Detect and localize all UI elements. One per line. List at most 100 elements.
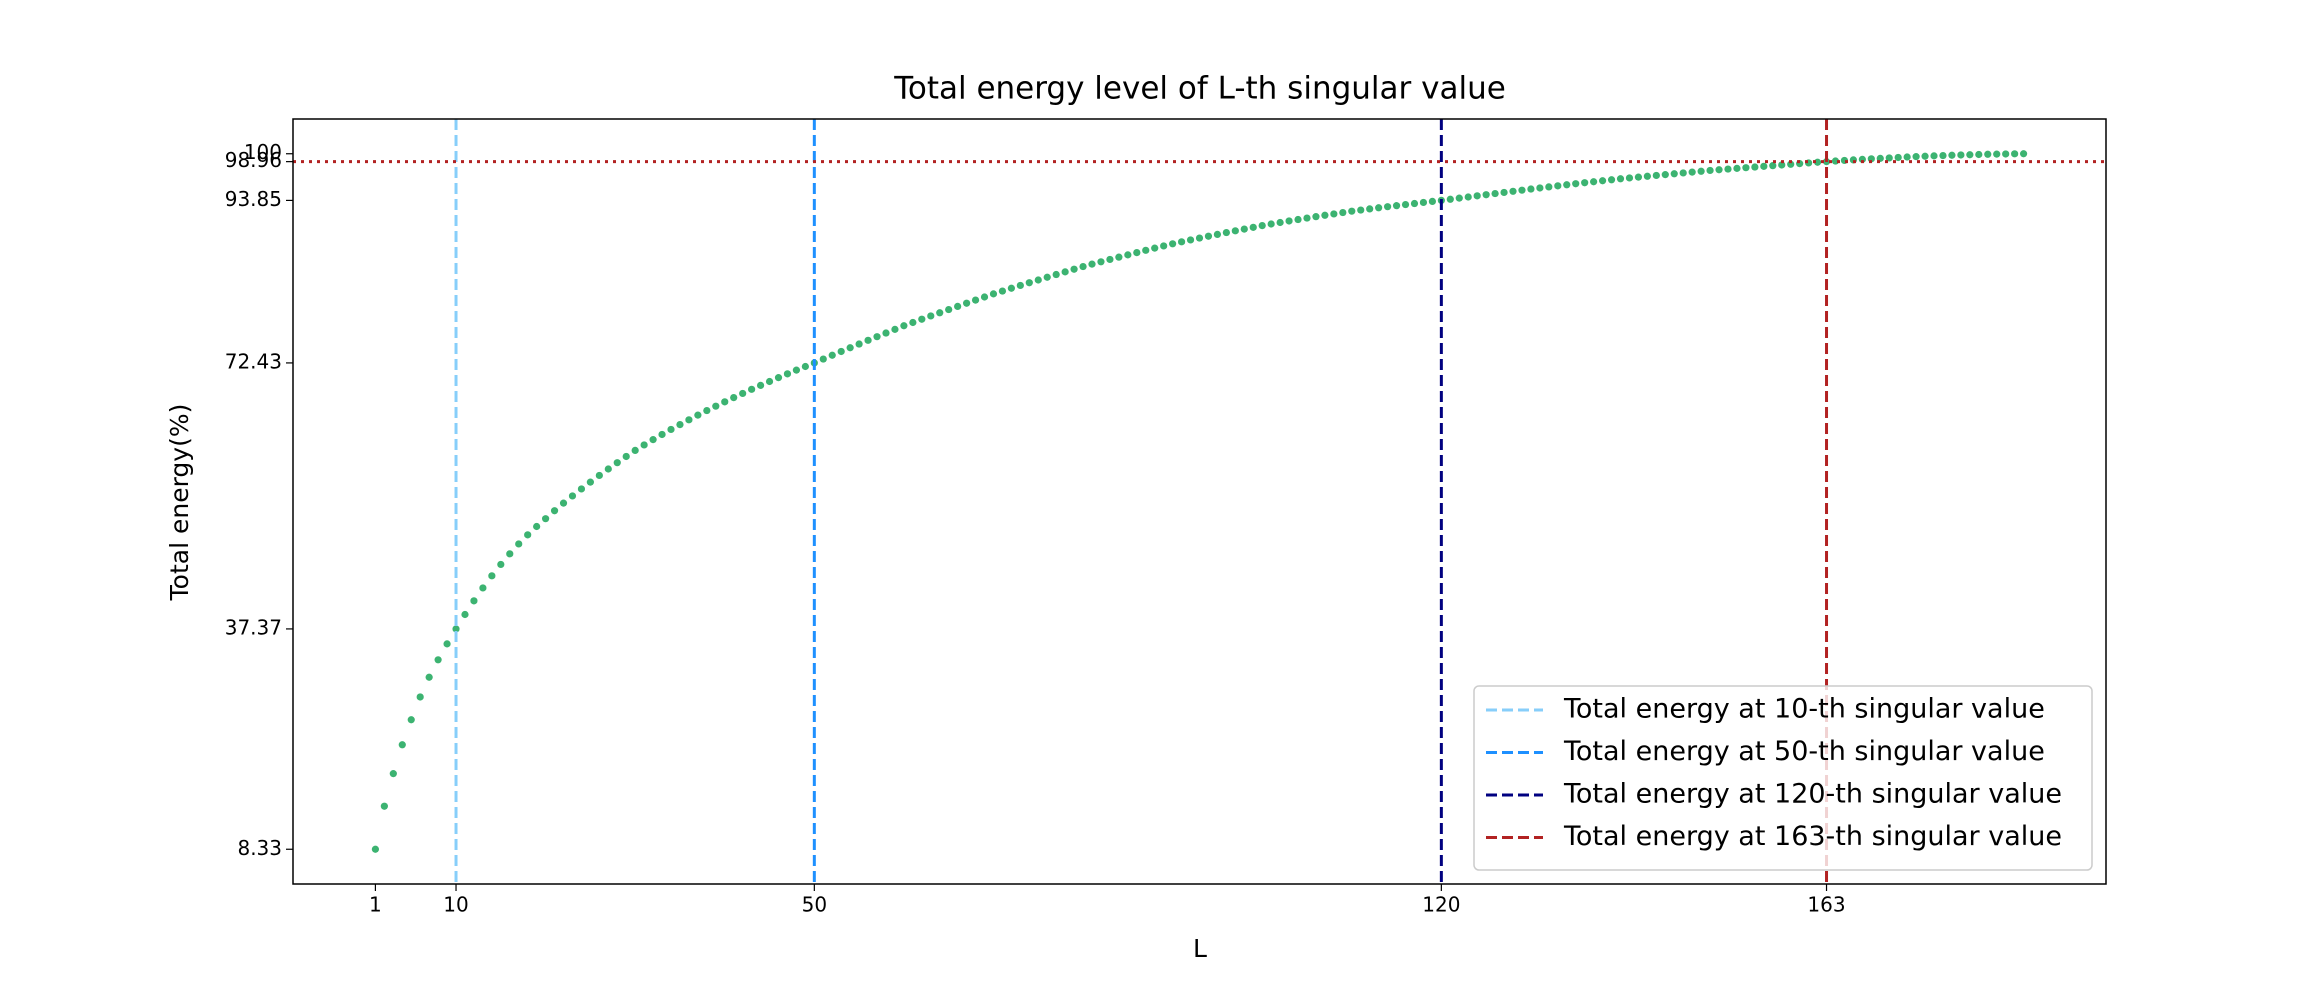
data-point — [622, 452, 630, 461]
data-point — [488, 572, 496, 580]
data-point — [864, 336, 872, 344]
legend-label: Total energy at 120-th singular value — [1563, 779, 2062, 810]
legend-box — [1473, 685, 2093, 871]
data-point — [1410, 199, 1419, 208]
data-point — [1303, 214, 1311, 222]
data-point — [371, 845, 380, 853]
data-point — [1652, 171, 1660, 180]
data-point — [828, 351, 836, 359]
data-point — [1733, 164, 1741, 172]
data-point — [2002, 150, 2010, 158]
data-point — [1222, 228, 1230, 237]
data-point — [1186, 236, 1195, 244]
chart-title: Total energy level of L-th singular valu… — [893, 71, 1506, 107]
data-point — [748, 385, 756, 393]
data-point — [407, 716, 415, 724]
data-point — [434, 656, 442, 664]
data-point — [1473, 192, 1481, 200]
data-point — [989, 290, 998, 298]
data-point — [909, 318, 917, 327]
data-point — [2019, 150, 2028, 158]
data-point — [676, 421, 684, 429]
data-point — [927, 312, 935, 320]
data-point — [721, 398, 729, 406]
legend-label: Total energy at 10-th singular value — [1563, 694, 2045, 725]
data-point — [1240, 225, 1248, 233]
data-point — [918, 315, 926, 323]
data-point — [1366, 205, 1374, 213]
data-point — [855, 340, 863, 348]
data-point — [1930, 152, 1938, 160]
data-point — [1885, 154, 1893, 162]
y-tick-label: 72.43 — [225, 349, 282, 373]
plot-frame — [292, 118, 2107, 885]
data-point — [1921, 152, 1929, 160]
data-point — [1527, 185, 1535, 193]
data-point — [1106, 255, 1114, 264]
data-point — [1491, 189, 1499, 198]
data-point — [873, 333, 881, 341]
data-point — [1097, 258, 1105, 266]
data-point — [1760, 162, 1768, 170]
data-point — [1993, 150, 2001, 158]
data-point — [1034, 276, 1042, 284]
data-point — [1330, 210, 1338, 218]
data-point — [837, 347, 845, 356]
data-point — [1133, 249, 1141, 257]
data-point — [730, 393, 738, 402]
data-point — [1455, 194, 1463, 202]
x-tick-label: 50 — [802, 893, 827, 917]
data-point — [1079, 262, 1087, 271]
data-point — [1142, 246, 1150, 254]
x-axis-label: L — [1193, 934, 1207, 963]
data-point — [998, 287, 1007, 295]
data-point — [1464, 193, 1472, 201]
data-point — [954, 302, 962, 310]
data-point — [1115, 253, 1123, 261]
data-point — [1616, 175, 1625, 183]
data-point — [1384, 203, 1392, 211]
data-point — [640, 441, 648, 449]
data-point — [1419, 198, 1428, 207]
data-point — [971, 296, 980, 304]
data-point — [1715, 166, 1723, 174]
data-point — [479, 584, 487, 592]
data-point — [756, 381, 765, 389]
data-point — [1688, 168, 1696, 176]
data-point — [389, 770, 397, 778]
data-point — [1607, 176, 1616, 184]
data-point — [1769, 162, 1777, 170]
data-point — [703, 406, 711, 415]
data-point — [980, 293, 989, 301]
data-point — [1061, 268, 1069, 276]
data-point — [1016, 281, 1024, 290]
data-point — [1446, 195, 1454, 203]
legend-label: Total energy at 163-th singular value — [1563, 821, 2062, 852]
data-point — [1554, 182, 1562, 190]
data-point — [1912, 153, 1920, 161]
data-point — [577, 485, 586, 493]
data-point — [774, 374, 783, 382]
data-point — [1401, 200, 1410, 209]
data-point — [1598, 177, 1607, 185]
data-point — [1751, 163, 1759, 171]
data-point — [1545, 183, 1553, 191]
data-point — [1590, 178, 1598, 186]
data-point — [1339, 208, 1347, 217]
data-point — [1670, 170, 1678, 178]
data-point — [524, 531, 532, 539]
data-point — [1903, 153, 1911, 161]
x-tick-label: 10 — [443, 893, 468, 917]
y-tick-label: 8.33 — [237, 836, 282, 860]
data-point — [882, 329, 890, 337]
data-point — [1249, 223, 1257, 231]
data-point — [1213, 230, 1222, 238]
data-point — [1294, 215, 1302, 224]
data-point — [712, 402, 720, 410]
data-point — [765, 377, 774, 386]
data-point — [649, 436, 657, 444]
data-point — [1948, 151, 1956, 159]
data-point — [1204, 232, 1213, 240]
y-tick-label: 98.96 — [225, 148, 282, 172]
